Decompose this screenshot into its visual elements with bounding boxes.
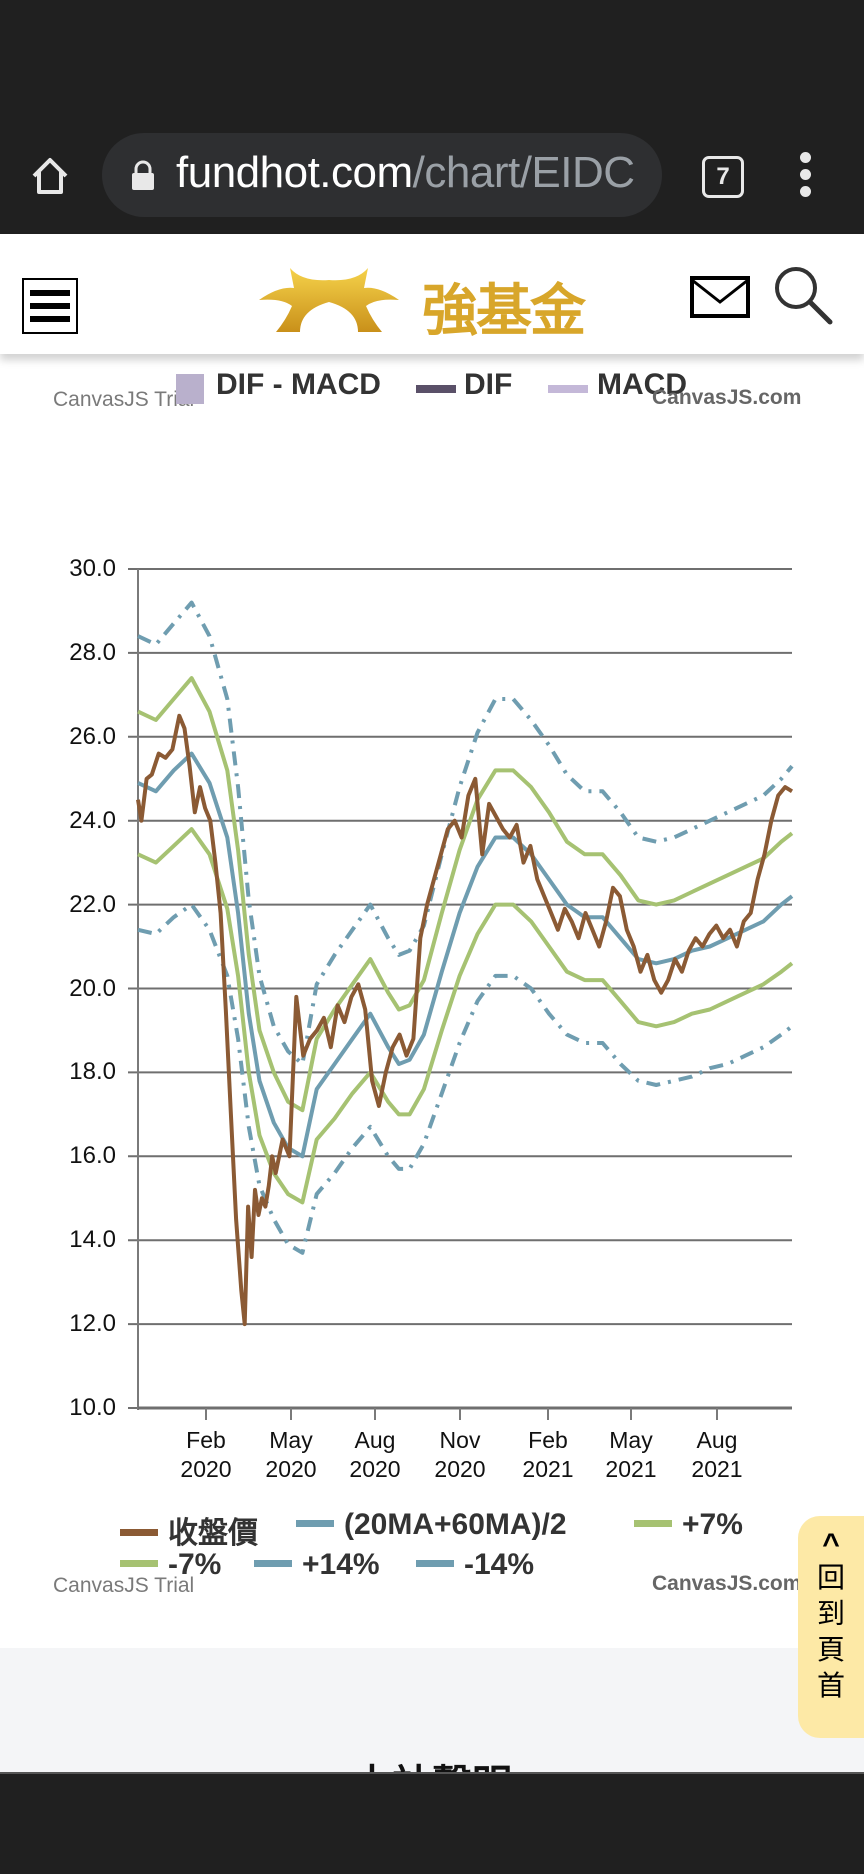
x-tick-label: Feb 2021 bbox=[522, 1427, 574, 1482]
canvasjs-com-watermark[interactable]: CanvasJS.com bbox=[652, 386, 802, 409]
footer-section bbox=[0, 1648, 864, 1772]
tab-switcher-button[interactable]: 7 bbox=[702, 156, 744, 198]
y-tick-label: 18.0 bbox=[69, 1058, 116, 1086]
y-tick-label: 30.0 bbox=[69, 555, 116, 582]
y-tick-label: 14.0 bbox=[69, 1226, 116, 1254]
legend-macd[interactable]: MACD bbox=[597, 368, 687, 401]
footer-title: 本站聲明 bbox=[0, 1752, 864, 1772]
series-line bbox=[136, 713, 794, 1327]
x-tick-label: Aug 2020 bbox=[349, 1427, 401, 1482]
legend-dif-macd[interactable]: DIF - MACD bbox=[216, 368, 381, 401]
hamburger-menu-icon[interactable] bbox=[22, 278, 78, 334]
site-logo[interactable]: 強基金 bbox=[254, 262, 604, 344]
sun-logo-icon bbox=[259, 268, 399, 332]
lock-icon bbox=[132, 160, 154, 190]
url-domain: fundhot.com bbox=[176, 148, 413, 197]
y-tick-label: 28.0 bbox=[69, 638, 116, 666]
legend-minus-7[interactable]: -7% bbox=[120, 1548, 221, 1582]
x-tick-label: Aug 2021 bbox=[691, 1427, 743, 1482]
chevron-up-icon: ^ bbox=[822, 1528, 840, 1561]
site-header bbox=[0, 234, 864, 354]
x-tick-label: Nov 2020 bbox=[434, 1427, 486, 1482]
system-nav-bar bbox=[0, 1772, 864, 1874]
series-line bbox=[137, 600, 794, 1066]
status-bar bbox=[0, 0, 864, 120]
url-text[interactable]: fundhot.com/chart/EIDC bbox=[176, 148, 646, 198]
y-tick-label: 10.0 bbox=[69, 1394, 116, 1421]
legend-plus-14[interactable]: +14% bbox=[254, 1548, 380, 1582]
y-tick-label: 22.0 bbox=[69, 890, 116, 918]
canvasjs-com-watermark[interactable]: CanvasJS.com bbox=[652, 1572, 802, 1595]
mail-icon[interactable] bbox=[690, 276, 750, 318]
x-tick-label: May 2021 bbox=[605, 1427, 657, 1482]
canvasjs-trial-watermark: CanvasJS Trial bbox=[53, 388, 195, 411]
y-tick-label: 26.0 bbox=[69, 722, 116, 750]
y-tick-label: 16.0 bbox=[69, 1142, 116, 1170]
browser-menu-icon[interactable] bbox=[795, 152, 815, 202]
y-tick-label: 20.0 bbox=[69, 974, 116, 1002]
legend-swatch bbox=[634, 1519, 672, 1527]
legend-swatch-macd bbox=[548, 385, 588, 393]
canvasjs-trial-watermark: CanvasJS Trial bbox=[53, 1574, 195, 1597]
legend-minus-14[interactable]: -14% bbox=[416, 1548, 534, 1582]
x-tick-label: Feb 2020 bbox=[180, 1427, 232, 1482]
macd-chart-legend: CanvasJS Trial DIF - MACD DIF MACD Canva… bbox=[0, 368, 864, 414]
legend-ma-average[interactable]: (20MA+60MA)/2 bbox=[296, 1508, 567, 1542]
legend-swatch-dif-macd bbox=[176, 374, 204, 404]
legend-swatch bbox=[120, 1559, 158, 1567]
url-path: /chart/EIDC bbox=[412, 148, 635, 197]
price-chart bbox=[128, 568, 794, 1420]
logo-text: 強基金 bbox=[422, 278, 586, 344]
legend-swatch-dif bbox=[416, 385, 456, 393]
legend-swatch bbox=[254, 1559, 292, 1567]
series-line bbox=[137, 751, 794, 1159]
series-line bbox=[137, 902, 794, 1255]
y-tick-label: 12.0 bbox=[69, 1310, 116, 1338]
y-tick-label: 24.0 bbox=[69, 806, 116, 834]
legend-swatch bbox=[120, 1528, 158, 1536]
legend-close-price[interactable]: 收盤價 bbox=[120, 1508, 258, 1552]
series-line bbox=[137, 827, 794, 1205]
search-icon[interactable] bbox=[772, 264, 834, 326]
legend-plus-7[interactable]: +7% bbox=[634, 1508, 743, 1542]
legend-swatch bbox=[296, 1519, 334, 1527]
x-tick-label: May 2020 bbox=[265, 1427, 317, 1482]
back-to-top-button[interactable]: ^ 回 到 頁 首 bbox=[798, 1516, 864, 1738]
home-icon[interactable] bbox=[26, 152, 74, 200]
address-bar[interactable] bbox=[102, 133, 662, 217]
series-line bbox=[137, 676, 794, 1113]
legend-swatch bbox=[416, 1559, 454, 1567]
legend-dif[interactable]: DIF bbox=[464, 368, 513, 401]
